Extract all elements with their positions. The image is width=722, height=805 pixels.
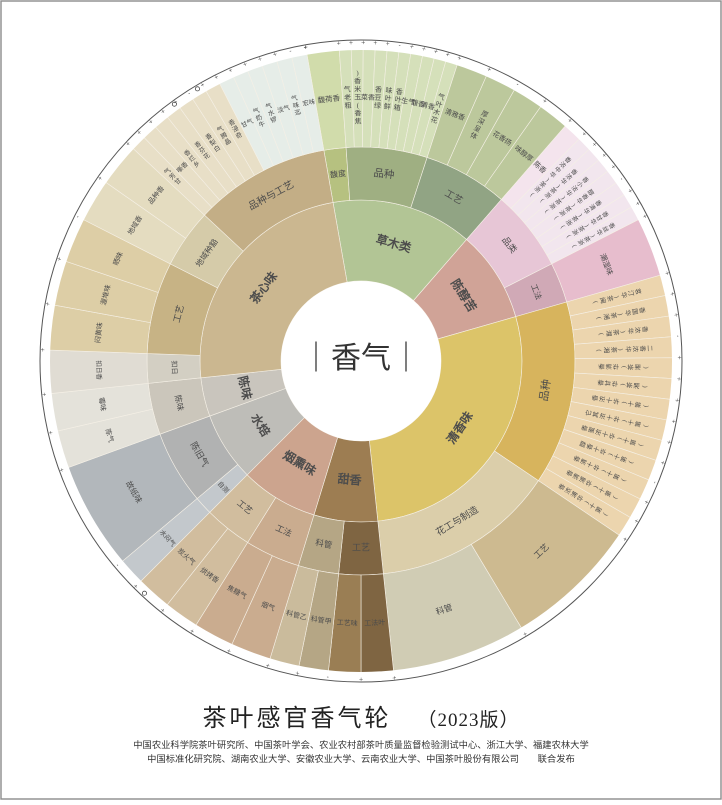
svg-text:工艺: 工艺 xyxy=(352,543,370,553)
svg-text:(: ( xyxy=(595,349,602,351)
svg-text:扣日: 扣日 xyxy=(170,360,179,374)
svg-text:味: 味 xyxy=(385,85,393,95)
svg-text:香: 香 xyxy=(354,109,361,118)
svg-text:华: 华 xyxy=(611,364,620,371)
svg-text:+: + xyxy=(349,38,353,47)
svg-text:湘: 湘 xyxy=(633,364,642,371)
svg-text:焦: 焦 xyxy=(355,117,362,126)
svg-text:工法叶: 工法叶 xyxy=(364,618,385,628)
svg-text:气: 气 xyxy=(344,85,351,94)
svg-text:+: + xyxy=(38,348,47,352)
svg-text:老: 老 xyxy=(344,93,351,102)
svg-text:+: + xyxy=(359,675,363,684)
svg-text:(: ( xyxy=(642,366,649,368)
svg-text:香: 香 xyxy=(597,363,606,370)
svg-text:绿: 绿 xyxy=(374,101,382,110)
svg-text:+: + xyxy=(336,39,341,48)
svg-text:+: + xyxy=(675,377,684,382)
svg-text:+: + xyxy=(373,38,378,47)
svg-text:茶: 茶 xyxy=(626,363,635,370)
svg-text:+: + xyxy=(361,38,365,47)
svg-text:+: + xyxy=(675,355,684,359)
svg-text:+: + xyxy=(385,39,390,48)
svg-text:工艺味: 工艺味 xyxy=(337,618,358,628)
svg-text:菜香: 菜香 xyxy=(361,93,375,102)
svg-text:): ) xyxy=(621,366,628,368)
svg-text:豆: 豆 xyxy=(374,94,382,102)
svg-text:): ) xyxy=(617,348,624,350)
svg-text:米: 米 xyxy=(354,84,361,93)
svg-text:香: 香 xyxy=(354,76,361,85)
svg-text:二: 二 xyxy=(646,345,653,352)
svg-text:香: 香 xyxy=(375,85,383,94)
svg-text:｜香气｜: ｜香气｜ xyxy=(301,342,421,375)
svg-text:粗: 粗 xyxy=(344,101,351,110)
svg-text:甜香: 甜香 xyxy=(337,471,362,488)
svg-text:香: 香 xyxy=(395,87,403,97)
svg-text:馥度: 馥度 xyxy=(329,168,346,180)
svg-text:清: 清 xyxy=(604,363,613,370)
